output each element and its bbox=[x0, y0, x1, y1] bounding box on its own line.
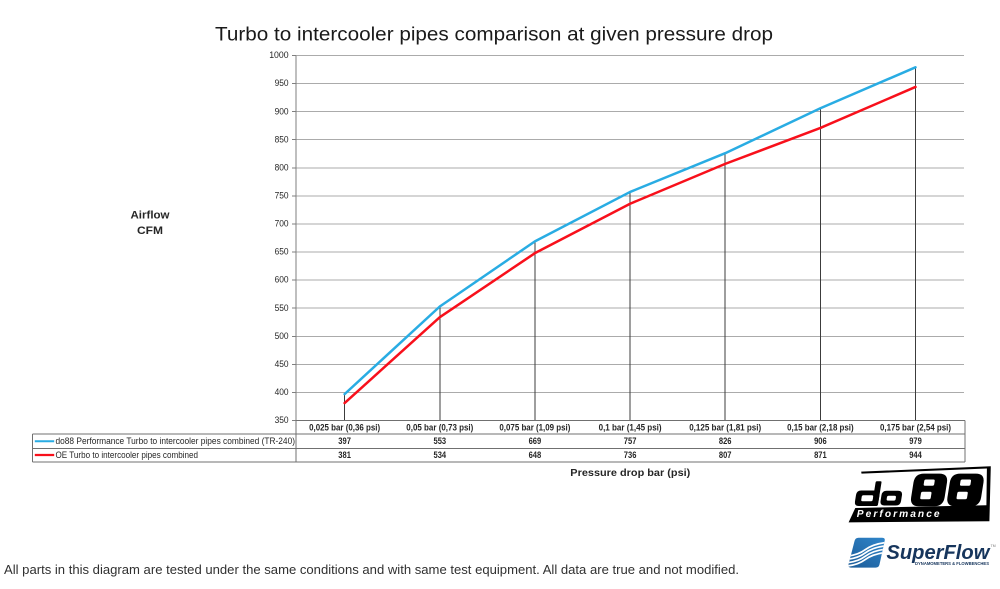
svg-text:648: 648 bbox=[529, 450, 542, 460]
svg-text:944: 944 bbox=[909, 450, 922, 460]
svg-text:826: 826 bbox=[719, 436, 732, 446]
svg-text:500: 500 bbox=[275, 331, 289, 341]
svg-text:600: 600 bbox=[275, 275, 289, 285]
svg-text:979: 979 bbox=[909, 436, 922, 446]
svg-text:TM: TM bbox=[991, 544, 996, 548]
svg-text:800: 800 bbox=[275, 162, 289, 172]
svg-text:736: 736 bbox=[624, 450, 637, 460]
svg-text:350: 350 bbox=[275, 415, 289, 425]
svg-text:Turbo to intercooler pipes com: Turbo to intercooler pipes comparison at… bbox=[215, 24, 773, 45]
svg-text:450: 450 bbox=[275, 359, 289, 369]
svg-text:700: 700 bbox=[275, 219, 289, 229]
svg-text:DYNAMOMETERS & FLOWBENCHES: DYNAMOMETERS & FLOWBENCHES bbox=[915, 561, 989, 566]
svg-text:Performance: Performance bbox=[857, 509, 942, 520]
svg-text:906: 906 bbox=[814, 436, 827, 446]
svg-text:0,1 bar (1,45 psi): 0,1 bar (1,45 psi) bbox=[599, 423, 662, 433]
svg-text:0,025 bar (0,36 psi): 0,025 bar (0,36 psi) bbox=[309, 423, 380, 433]
svg-text:1000: 1000 bbox=[269, 50, 288, 60]
svg-text:CFM: CFM bbox=[137, 225, 163, 237]
svg-text:381: 381 bbox=[338, 450, 351, 460]
svg-text:850: 850 bbox=[275, 134, 289, 144]
svg-text:534: 534 bbox=[434, 450, 447, 460]
svg-text:553: 553 bbox=[434, 436, 447, 446]
svg-text:900: 900 bbox=[275, 106, 289, 116]
svg-text:669: 669 bbox=[529, 436, 542, 446]
svg-text:950: 950 bbox=[275, 78, 289, 88]
svg-text:397: 397 bbox=[338, 436, 351, 446]
svg-text:0,125 bar (1,81 psi): 0,125 bar (1,81 psi) bbox=[689, 423, 761, 433]
svg-text:Pressure drop bar (psi): Pressure drop bar (psi) bbox=[570, 467, 690, 479]
svg-text:871: 871 bbox=[814, 450, 827, 460]
svg-text:SuperFlow: SuperFlow bbox=[886, 542, 990, 564]
svg-text:750: 750 bbox=[275, 190, 289, 200]
svg-text:550: 550 bbox=[275, 303, 289, 313]
svg-text:OE Turbo to intercooler pipes: OE Turbo to intercooler pipes combined bbox=[56, 450, 199, 460]
svg-text:400: 400 bbox=[275, 387, 289, 397]
svg-text:0,15 bar (2,18 psi): 0,15 bar (2,18 psi) bbox=[787, 423, 854, 433]
svg-text:Airflow: Airflow bbox=[131, 210, 170, 222]
svg-text:do88 Performance Turbo to inte: do88 Performance Turbo to intercooler pi… bbox=[56, 436, 296, 446]
svg-text:0,175 bar (2,54 psi): 0,175 bar (2,54 psi) bbox=[880, 423, 951, 433]
svg-text:All parts in this diagram are: All parts in this diagram are tested und… bbox=[4, 563, 739, 577]
svg-text:807: 807 bbox=[719, 450, 732, 460]
svg-text:757: 757 bbox=[624, 436, 637, 446]
svg-text:0,075 bar (1,09 psi): 0,075 bar (1,09 psi) bbox=[499, 423, 570, 433]
svg-text:0,05 bar (0,73 psi): 0,05 bar (0,73 psi) bbox=[406, 423, 473, 433]
svg-text:650: 650 bbox=[275, 247, 289, 257]
